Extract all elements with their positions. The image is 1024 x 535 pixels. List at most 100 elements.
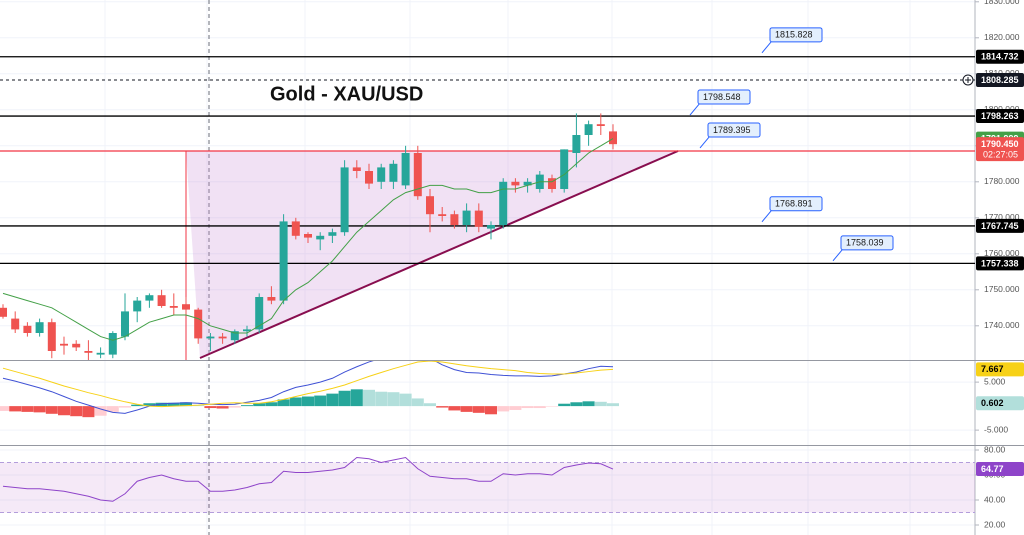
histogram-bar — [289, 397, 302, 407]
axis-badge — [976, 49, 1024, 64]
histogram-bar — [180, 402, 192, 407]
candle-body — [487, 225, 495, 229]
y-tick-label: 1800.000 — [984, 104, 1020, 114]
axis-badge-label: 7.667 — [981, 364, 1004, 374]
axis-badge — [976, 256, 1024, 271]
histogram-bar — [167, 402, 180, 407]
callout-pointer — [761, 209, 773, 223]
histogram-bar — [155, 402, 168, 407]
histogram-bar — [314, 395, 327, 407]
candle-body — [182, 304, 190, 310]
histogram-bar — [131, 404, 144, 407]
plus-icon — [965, 76, 971, 83]
candle-body — [584, 124, 593, 135]
candle-body — [291, 221, 300, 236]
candle-body — [548, 178, 556, 189]
y-tick-label: 1830.000 — [984, 0, 1020, 6]
y-tick-label: 1780.000 — [984, 176, 1020, 186]
candle-body — [108, 333, 117, 355]
axis-badge — [976, 109, 1024, 124]
callout-label: 1758.039 — [846, 238, 884, 248]
candle-body — [157, 295, 166, 306]
histogram-bar — [533, 406, 546, 409]
histogram-bar — [241, 405, 253, 407]
y-tick-label: 20.00 — [984, 519, 1006, 529]
price-badge-label: 1790.450 — [981, 139, 1019, 149]
candle-body — [206, 336, 215, 339]
candle-body — [523, 181, 532, 186]
grid — [0, 0, 975, 535]
candle-body — [365, 171, 373, 184]
histogram-bar — [411, 398, 424, 407]
candle-body — [304, 234, 312, 238]
histogram-bar — [45, 406, 58, 414]
axis-badge-label: 1798.263 — [981, 111, 1019, 121]
histogram-bar — [204, 406, 217, 409]
histogram-bar — [436, 406, 449, 408]
indicator-line — [2, 138, 614, 341]
histogram-bar — [594, 401, 607, 407]
callout-pointer — [832, 248, 844, 262]
y-tick-label: -5.000 — [984, 424, 1008, 434]
histogram-bar — [424, 403, 436, 407]
candle-body — [218, 336, 227, 339]
candle-body — [267, 297, 276, 301]
candle-body — [230, 331, 239, 341]
trendline — [199, 150, 679, 359]
histogram-bar — [375, 391, 388, 407]
histogram-bar — [94, 406, 107, 416]
histogram-bar — [216, 406, 229, 409]
callout-pointer — [761, 40, 773, 54]
candle-body — [35, 322, 44, 333]
candle-body — [121, 311, 129, 337]
y-tick-label: 1760.000 — [984, 248, 1020, 258]
axis-badge-label: 1767.745 — [981, 221, 1019, 231]
histogram-bar — [0, 406, 9, 411]
candle-body — [96, 352, 105, 355]
candle-body — [279, 221, 288, 301]
candle-body — [511, 181, 520, 186]
price-badge — [976, 137, 1024, 162]
histogram-bar — [399, 393, 412, 407]
candle-body — [596, 124, 605, 126]
candle-body — [23, 325, 32, 333]
candle-body — [47, 322, 56, 351]
candle-body — [377, 167, 386, 182]
axis-badge — [976, 72, 1024, 87]
callout-box — [769, 196, 823, 212]
axis-badge — [976, 396, 1024, 411]
axis-badge-label: 1757.338 — [981, 258, 1019, 268]
candle-body — [255, 297, 264, 330]
callout-pointer — [689, 102, 701, 116]
histogram-bar — [119, 406, 131, 408]
histogram-bar — [21, 406, 34, 412]
histogram-bar — [82, 406, 95, 418]
histogram-bar — [363, 389, 375, 407]
triangle-pattern — [186, 150, 678, 359]
candle-body — [72, 343, 81, 348]
candle-body — [328, 232, 337, 236]
candle-body — [560, 149, 569, 189]
candle-body — [194, 309, 203, 339]
histogram-bar — [33, 406, 46, 413]
candle-body — [609, 131, 617, 145]
callout-label: 1768.891 — [775, 199, 813, 209]
axis-badge-label: 1814.732 — [981, 52, 1019, 62]
candle-body — [169, 306, 178, 308]
indicator-line — [2, 361, 614, 408]
candle-body — [462, 210, 471, 225]
histogram-bar — [497, 406, 510, 412]
histogram-bar — [582, 401, 595, 407]
histogram-bar — [326, 393, 339, 407]
axis-badge-label: 1808.285 — [981, 75, 1019, 85]
candle-body — [572, 135, 581, 153]
axis-badge — [976, 462, 1024, 477]
histogram-bar — [253, 403, 266, 407]
histogram-bar — [106, 406, 119, 412]
candle-body — [401, 153, 410, 186]
candle-body — [340, 167, 349, 233]
indicator-line — [2, 361, 614, 414]
histogram-bar — [472, 406, 485, 413]
candle-body — [426, 196, 434, 215]
